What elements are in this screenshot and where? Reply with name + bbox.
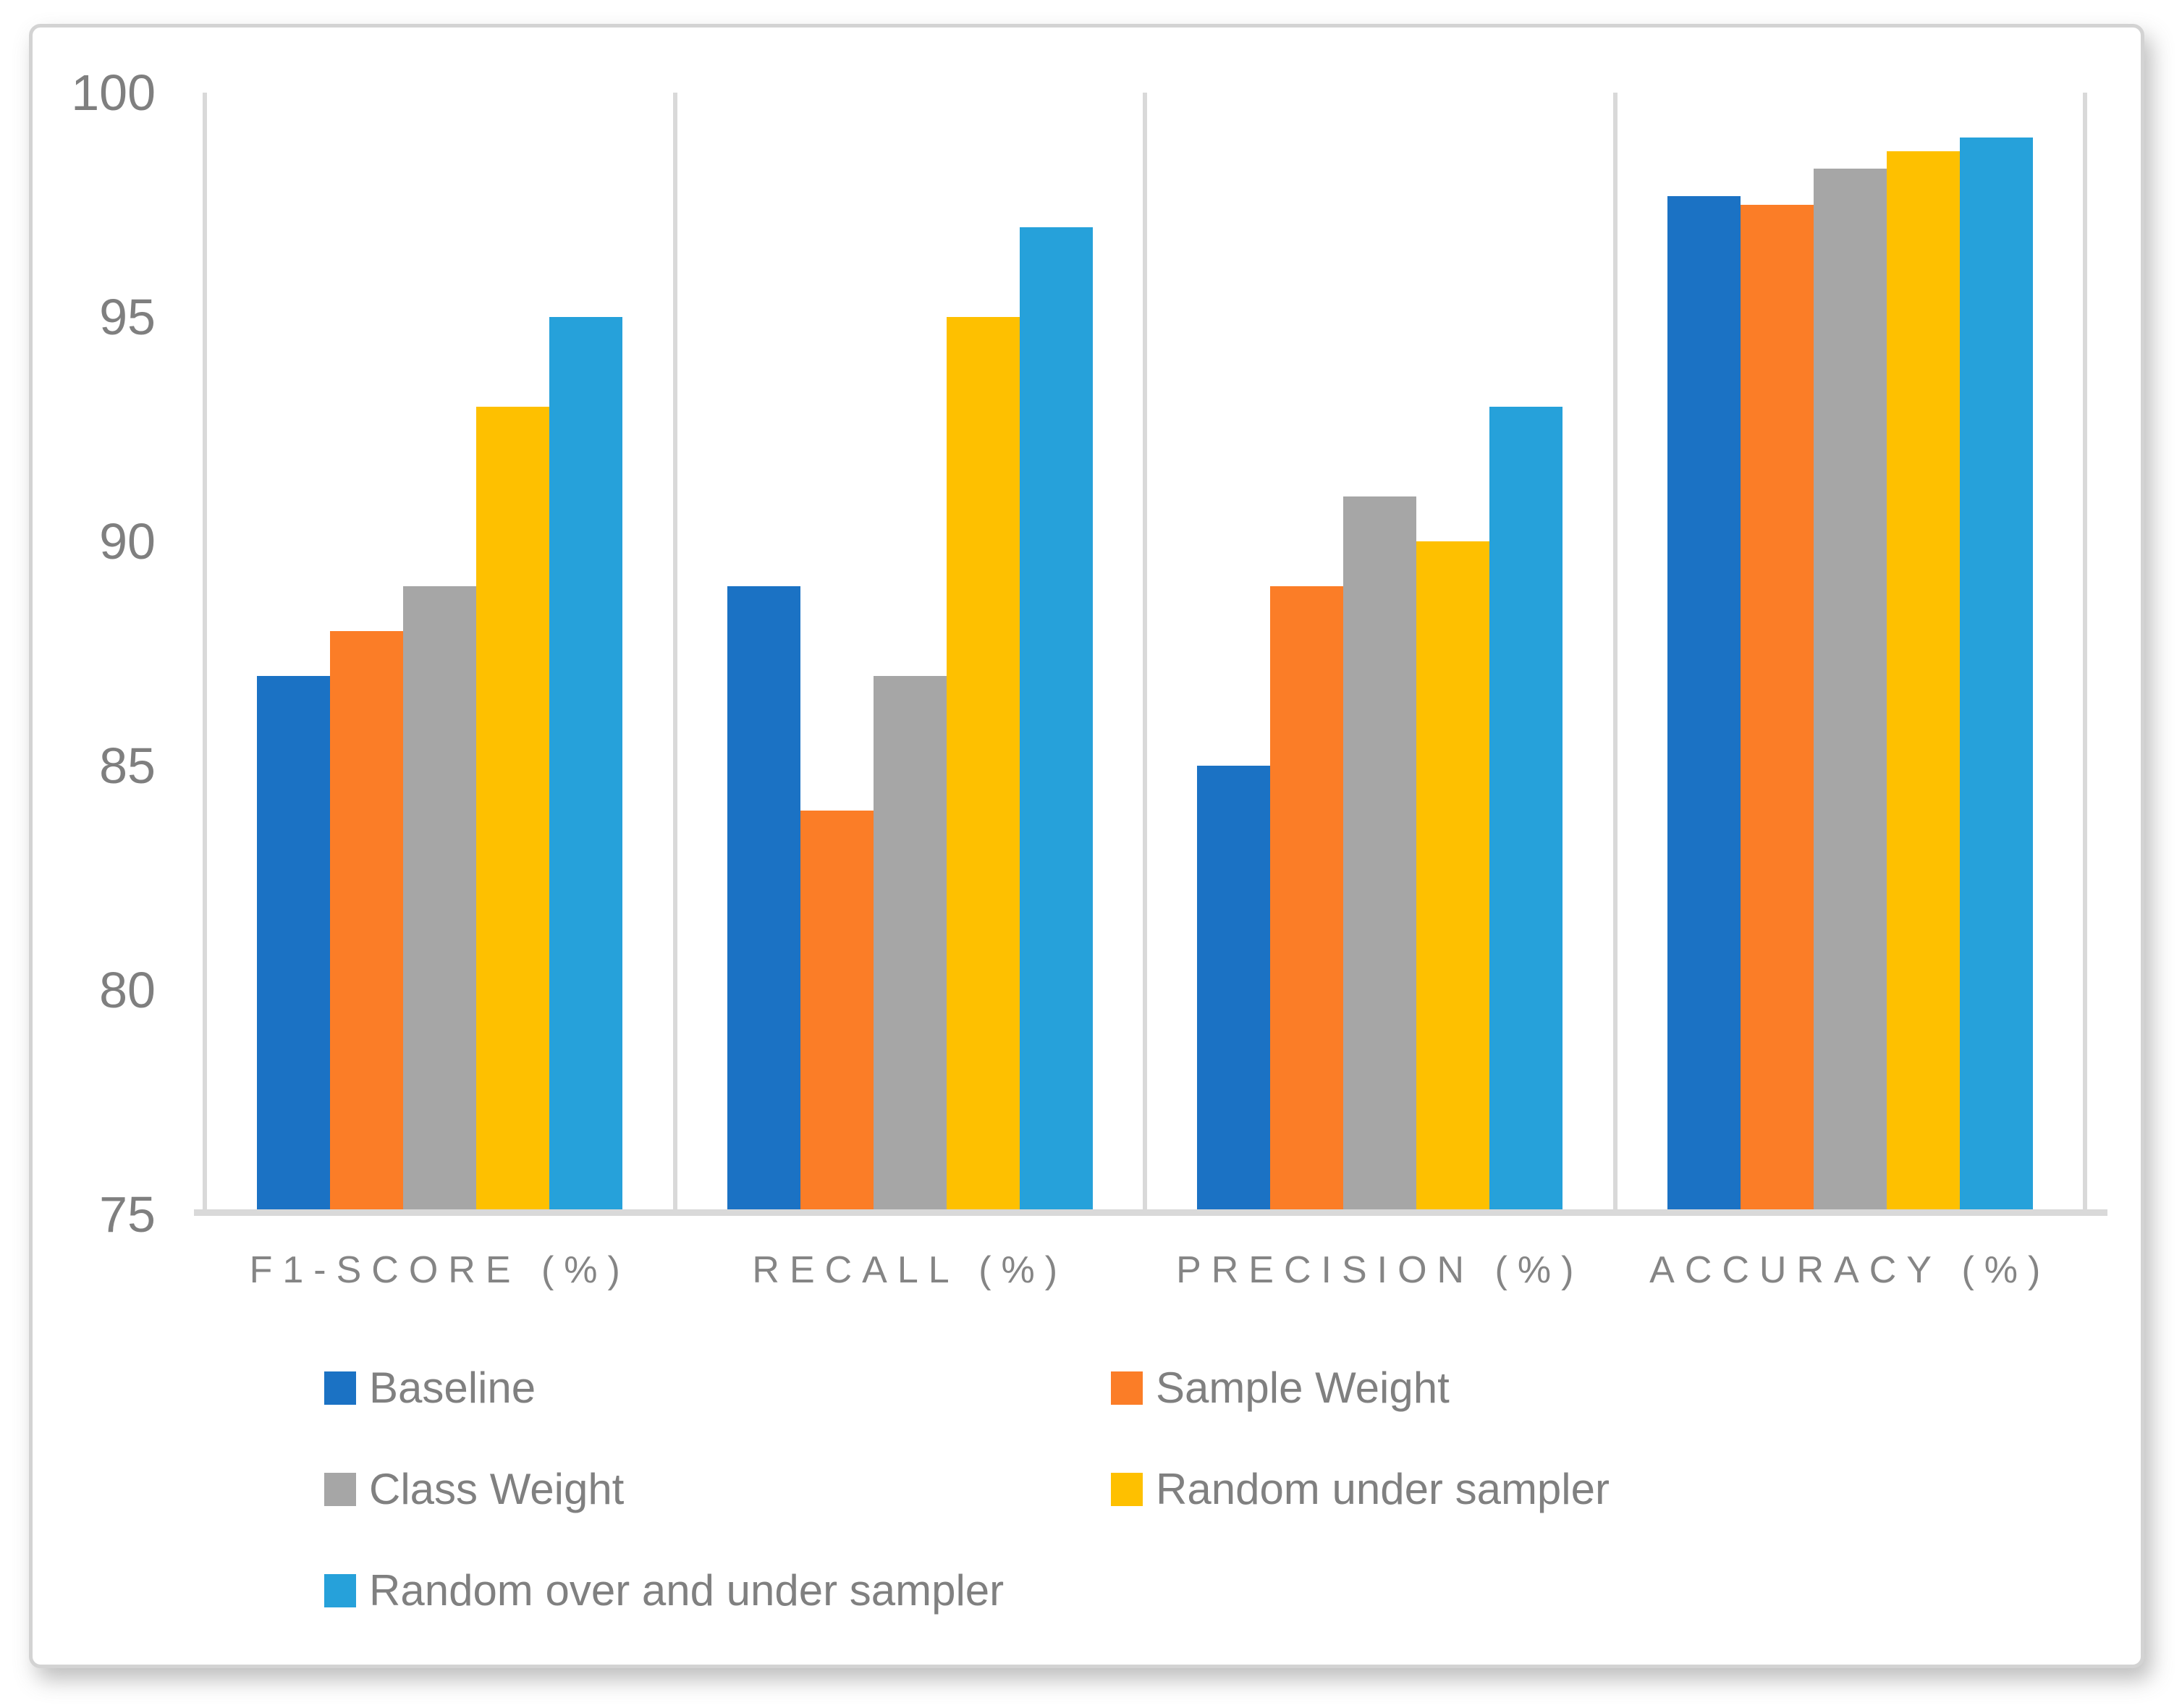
legend-item: Baseline [324, 1361, 536, 1415]
panel-separator-line [672, 93, 677, 1214]
legend-label: Baseline [369, 1364, 536, 1412]
bar-class-weight-precision [1343, 496, 1416, 1214]
bar-random-over-and-under-sampler-accuracy [1960, 138, 2033, 1214]
legend-item: Class Weight [324, 1463, 624, 1516]
bar-sample-weight-precision [1270, 586, 1343, 1214]
bar-baseline-f1-score [257, 676, 330, 1214]
bar-random-under-sampler-f1-score [476, 407, 549, 1214]
x-axis-category-label: ACCURACY (%) [1649, 1249, 2051, 1291]
bar-sample-weight-f1-score [330, 631, 403, 1214]
y-axis-line [203, 93, 207, 1214]
bar-class-weight-accuracy [1814, 169, 1887, 1214]
bar-random-under-sampler-accuracy [1887, 151, 1960, 1214]
legend-marker-sample-weight [1111, 1371, 1143, 1405]
legend-marker-random-under-sampler [1111, 1473, 1143, 1506]
bar-sample-weight-accuracy [1741, 205, 1814, 1214]
y-axis-tick-label: 80 [99, 962, 156, 1018]
y-axis-tick-label: 95 [99, 289, 156, 345]
legend-label: Class Weight [369, 1465, 625, 1513]
legend-item: Random under sampler [1111, 1463, 1610, 1516]
bar-random-over-and-under-sampler-f1-score [549, 317, 622, 1214]
legend-marker-random-over-and-under-sampler [324, 1574, 356, 1607]
panel-separator-line [1612, 93, 1618, 1214]
bar-random-under-sampler-precision [1416, 541, 1489, 1214]
y-axis-tick-label: 100 [71, 64, 156, 121]
legend-label: Random over and under sampler [369, 1566, 1005, 1615]
x-axis-line [194, 1209, 2107, 1216]
bar-baseline-precision [1197, 766, 1270, 1214]
bar-class-weight-f1-score [403, 586, 476, 1214]
y-axis-tick-label: 85 [99, 737, 156, 794]
x-axis-category-label: F1-SCORE (%) [249, 1249, 630, 1291]
y-axis-tick-label: 90 [99, 513, 156, 570]
legend-label: Sample Weight [1156, 1364, 1450, 1412]
x-axis-category-label: PRECISION (%) [1176, 1249, 1584, 1291]
bar-random-over-and-under-sampler-recall [1020, 227, 1093, 1214]
bar-random-over-and-under-sampler-precision [1489, 407, 1563, 1214]
legend-label: Random under sampler [1156, 1465, 1610, 1513]
panel-separator-line [1143, 93, 1147, 1214]
legend-marker-class-weight [324, 1473, 356, 1506]
legend-item: Random over and under sampler [324, 1564, 1004, 1618]
y-axis-tick-label: 75 [99, 1186, 156, 1243]
bar-baseline-accuracy [1667, 195, 1741, 1214]
bar-random-under-sampler-recall [947, 317, 1020, 1214]
legend-marker-baseline [324, 1371, 356, 1405]
x-axis-category-label: RECALL (%) [752, 1249, 1068, 1291]
bar-sample-weight-recall [800, 811, 874, 1214]
bar-class-weight-recall [874, 676, 947, 1214]
bar-baseline-recall [727, 586, 800, 1214]
legend-item: Sample Weight [1111, 1361, 1450, 1415]
panel-separator-line [2083, 93, 2087, 1214]
